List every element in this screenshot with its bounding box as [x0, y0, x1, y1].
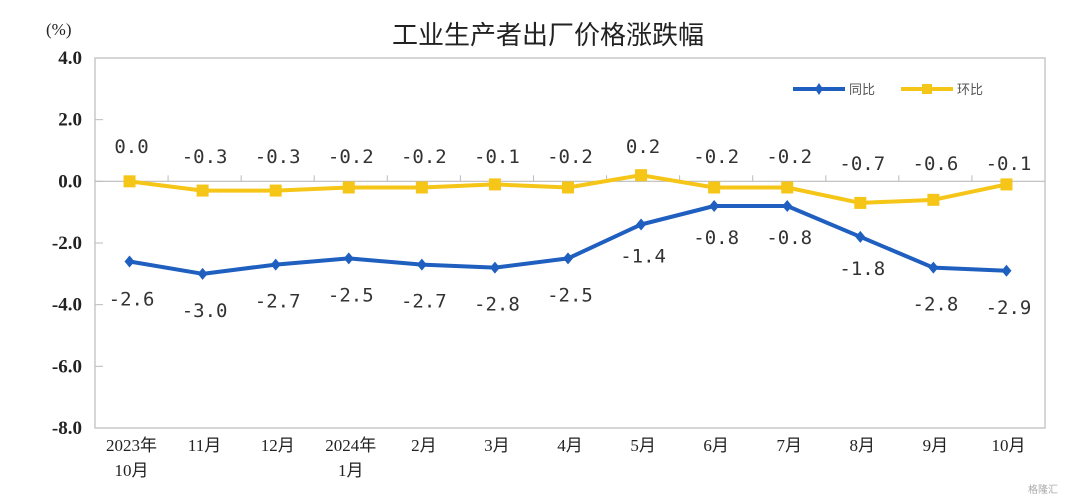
x-tick-label: 2024年 [325, 436, 376, 455]
data-label: -2.5 [547, 284, 593, 306]
legend-label: 同比 [849, 83, 875, 98]
data-point-marker [1000, 178, 1013, 191]
data-point-marker [269, 184, 282, 197]
data-label: -0.1 [986, 153, 1032, 175]
data-point-marker [197, 267, 208, 280]
y-tick-label: -8.0 [52, 418, 82, 439]
chart-title: 工业生产者出厂价格涨跌幅 [392, 21, 704, 51]
y-tick-label: -4.0 [52, 295, 82, 316]
x-tick-label: 1月 [338, 461, 364, 480]
x-tick-label: 10月 [991, 436, 1025, 455]
data-point-marker [635, 169, 648, 182]
data-label: -1.8 [839, 258, 885, 280]
watermark-logo: 格隆汇 [1028, 483, 1058, 496]
data-point-marker [708, 181, 721, 194]
y-tick-label: 0.0 [58, 171, 82, 192]
data-label: -2.7 [255, 291, 301, 313]
x-tick-label: 2023年 [106, 436, 157, 455]
data-label: -2.5 [328, 284, 374, 306]
x-tick-label: 2月 [411, 436, 437, 455]
data-label: -0.2 [766, 146, 812, 168]
data-label: -0.3 [182, 146, 228, 168]
data-point-marker [489, 261, 500, 274]
data-point-marker [927, 193, 940, 206]
data-label: -2.6 [109, 289, 155, 311]
x-tick-label: 12月 [261, 436, 295, 455]
legend-label: 环比 [957, 83, 983, 98]
data-point-marker [782, 200, 793, 212]
x-tick-label: 4月 [557, 436, 583, 455]
x-tick-label: 9月 [923, 436, 949, 455]
x-tick-label: 11月 [188, 436, 221, 455]
data-label: -0.2 [401, 146, 447, 168]
data-label: 0.2 [626, 136, 660, 158]
data-point-marker [123, 175, 136, 188]
data-point-marker [928, 261, 939, 274]
data-point-marker [709, 200, 720, 212]
data-label: -0.6 [913, 153, 959, 175]
data-label: -1.4 [620, 246, 666, 268]
data-point-marker [636, 218, 647, 231]
data-point-marker [415, 181, 428, 194]
x-tick-label: 10月 [115, 461, 149, 480]
x-tick-label: 5月 [630, 436, 656, 455]
data-point-marker [416, 258, 427, 271]
data-point-marker [270, 258, 281, 271]
data-point-marker [563, 252, 573, 265]
data-point-marker [196, 184, 209, 197]
data-label: -2.7 [401, 291, 447, 313]
data-label: -0.2 [328, 146, 374, 168]
data-point-marker [488, 178, 501, 191]
plot-area [94, 57, 1046, 429]
data-point-marker [343, 252, 354, 265]
y-tick-label: 4.0 [58, 48, 82, 69]
data-point-marker [1001, 264, 1012, 277]
data-label: -2.9 [986, 297, 1032, 319]
y-tick-label: 2.0 [58, 110, 82, 131]
data-label: -0.2 [693, 146, 739, 168]
data-point-marker [124, 255, 135, 268]
y-axis-unit: (%) [46, 20, 71, 39]
data-label: -2.8 [913, 294, 959, 316]
x-tick-label: 3月 [484, 436, 510, 455]
data-label: -0.8 [766, 227, 812, 249]
y-tick-label: -2.0 [52, 233, 82, 254]
data-label: -0.7 [839, 153, 885, 175]
legend-marker [815, 83, 823, 95]
y-tick-label: -6.0 [52, 356, 82, 377]
x-tick-label: 7月 [776, 436, 802, 455]
x-tick-label: 6月 [703, 436, 729, 455]
data-point-marker [781, 181, 794, 194]
data-point-marker [342, 181, 355, 194]
data-label: -0.1 [474, 146, 520, 168]
legend-marker [922, 84, 932, 94]
data-label: -3.0 [182, 300, 228, 322]
data-point-marker [562, 181, 574, 194]
data-label: -2.8 [474, 294, 520, 316]
data-point-marker [854, 196, 867, 209]
data-label: -0.2 [547, 146, 593, 168]
x-tick-label: 8月 [850, 436, 876, 455]
data-point-marker [855, 230, 866, 243]
data-label: -0.3 [255, 146, 301, 168]
data-label: -0.8 [693, 227, 739, 249]
data-label: 0.0 [114, 136, 148, 158]
